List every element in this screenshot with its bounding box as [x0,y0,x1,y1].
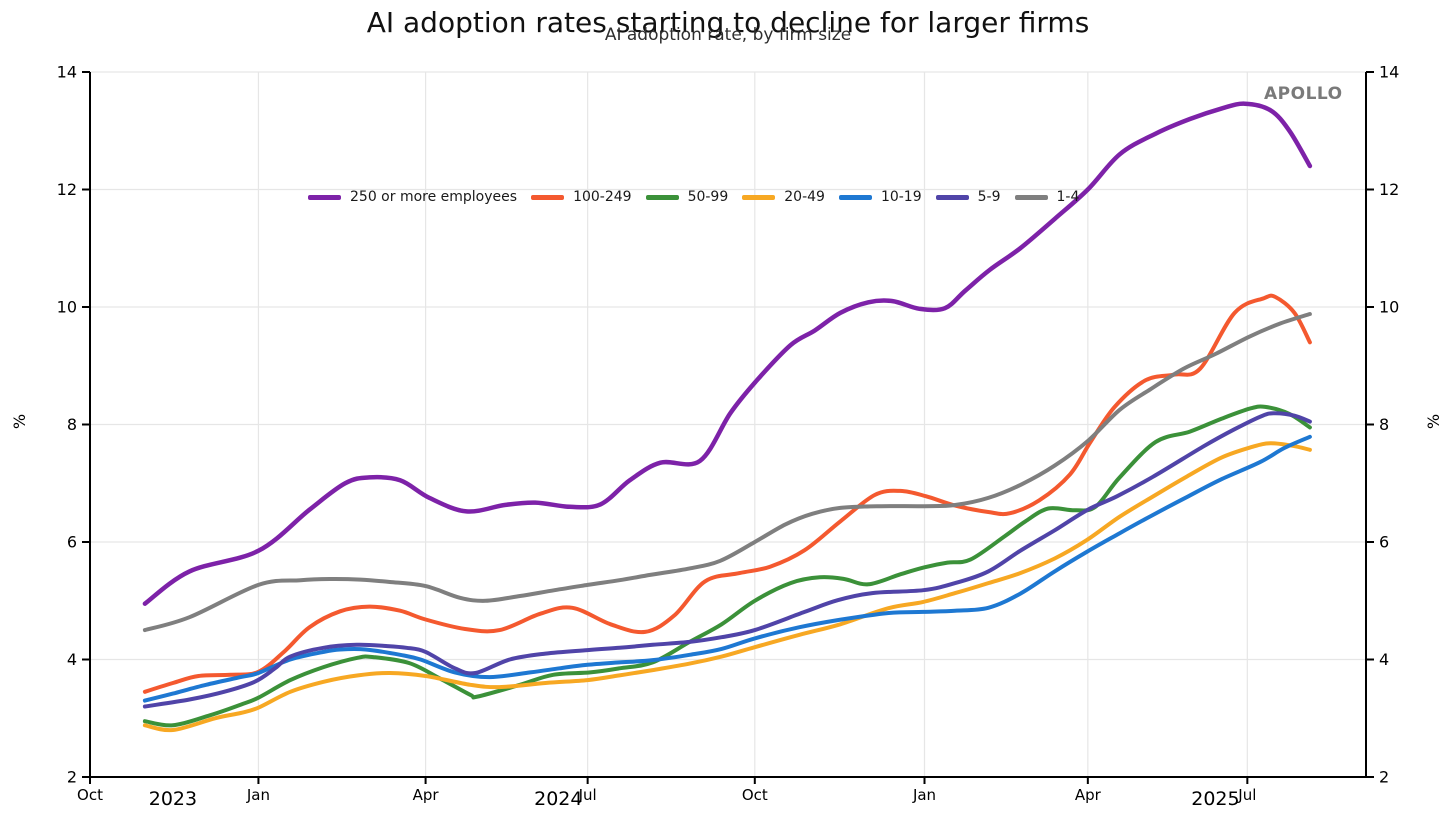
x-year-label: 2025 [1191,788,1239,810]
y-tick-label: 4 [1379,650,1389,669]
legend-label: 10-19 [880,189,922,205]
apollo-logo: APOLLO [1264,84,1343,104]
legend-item-1-4: 1-4 [1014,189,1080,205]
series-line-1-4 [142,312,1312,633]
y-tick-label: 14 [1379,63,1399,82]
legend-swatch [935,194,969,200]
legend-swatch [308,194,341,200]
y-axis-label-right: % [1424,413,1444,430]
x-tick-label: Apr [1075,786,1102,804]
legend-swatch [1014,194,1048,200]
x-year-label: 2024 [534,788,582,810]
legend-item-20-49: 20-49 [742,189,825,205]
y-tick-label: 8 [67,415,77,434]
legend-swatch [531,194,565,200]
y-tick-label: 12 [1379,180,1399,199]
legend-swatch [742,194,776,200]
x-tick-label: Jul [1237,786,1256,804]
x-tick-label: Oct [742,786,768,804]
legend-swatch [838,194,872,200]
legend-label: 1-4 [1056,189,1080,205]
x-tick-label: Apr [413,786,440,804]
legend-label: 50-99 [687,189,729,205]
series-line-50-99 [142,404,1312,728]
x-tick-label: Jul [578,786,597,804]
y-tick-label: 10 [57,298,77,317]
series-line-100-249 [142,293,1312,694]
legend-label: 5-9 [977,189,1001,205]
x-tick-label: Jan [246,786,270,804]
legend-label: 100-249 [573,189,632,205]
y-tick-label: 4 [67,650,77,669]
legend-label: 250 or more employees [350,189,518,205]
legend-swatch [645,194,679,200]
y-tick-label: 6 [1379,533,1389,552]
y-tick-label: 14 [57,63,77,82]
y-tick-label: 2 [67,768,77,787]
series-line-5-9 [142,411,1312,709]
series-line-20-49 [142,441,1312,733]
x-year-label: 2023 [149,788,197,810]
legend-item-10-19: 10-19 [838,189,922,205]
y-tick-label: 10 [1379,298,1399,317]
series-line-10-19 [142,434,1312,703]
legend: 250 or more employees 100-249 50-99 20-49 10… [308,189,1079,205]
x-tick-label: Oct [77,786,103,804]
y-tick-label: 12 [57,180,77,199]
series-line-250-or-more-employees [142,101,1313,606]
legend-label: 20-49 [784,189,825,205]
legend-item-5-9: 5-9 [935,189,1001,205]
y-tick-label: 2 [1379,768,1389,787]
legend-item-250-or-more-employees: 250 or more employees [308,189,517,205]
legend-item-100-249: 100-249 [531,189,632,205]
x-tick-label: Jan [912,786,936,804]
y-tick-label: 8 [1379,415,1389,434]
y-axis-label-left: % [10,413,30,430]
y-tick-label: 6 [67,533,77,552]
legend-item-50-99: 50-99 [645,189,729,205]
